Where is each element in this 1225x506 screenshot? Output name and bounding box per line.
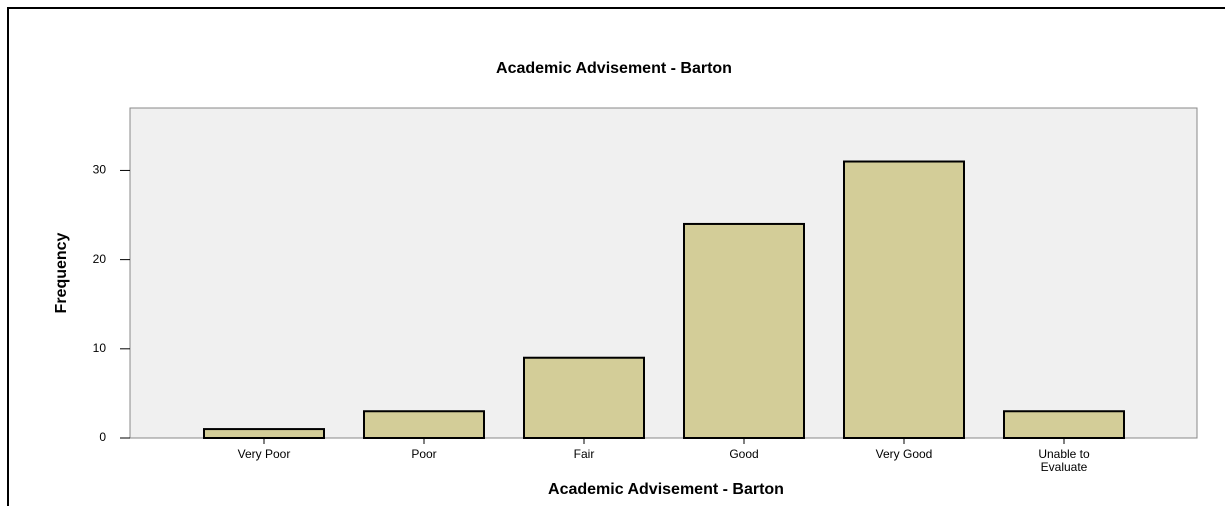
x-tick-label: Good <box>729 447 759 461</box>
bar <box>523 356 645 440</box>
y-tick-label: 20 <box>93 252 107 266</box>
bar <box>1003 410 1125 440</box>
bar <box>843 160 965 439</box>
y-tick-label: 0 <box>99 430 106 444</box>
y-tick-label: 10 <box>93 341 107 355</box>
bar <box>203 428 325 440</box>
x-tick-label: Very Poor <box>237 447 291 461</box>
chart-title: Academic Advisement - Barton <box>496 60 732 77</box>
plot-area <box>129 107 1198 439</box>
x-tick-label: Poor <box>411 447 437 461</box>
y-tick-label: 30 <box>93 163 107 177</box>
frame <box>7 7 1225 506</box>
x-tick-label: Very Good <box>875 447 933 461</box>
bar <box>363 410 485 440</box>
x-tick-label: Unable to Evaluate <box>1038 447 1090 474</box>
x-tick-label: Fair <box>573 447 595 461</box>
x-axis-title: Academic Advisement - Barton <box>548 481 784 498</box>
bar <box>683 222 805 439</box>
y-axis-title: Frequency <box>53 232 70 313</box>
